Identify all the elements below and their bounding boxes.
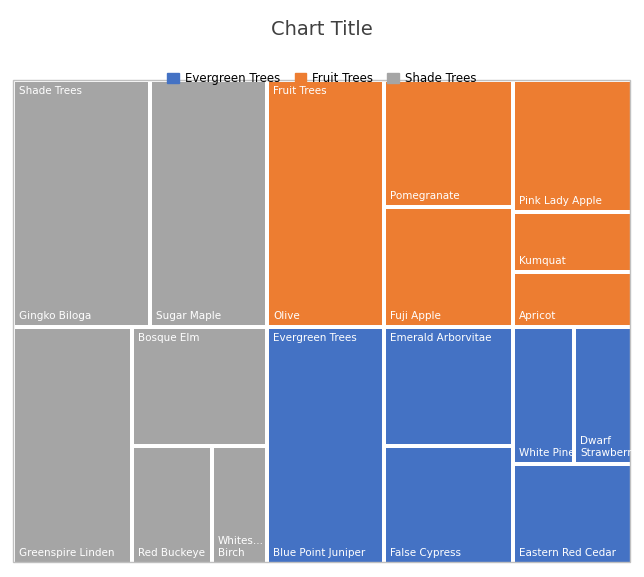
Text: Bosque Elm: Bosque Elm [138, 333, 200, 343]
Bar [386, 209, 511, 325]
Text: Kumquat: Kumquat [519, 256, 565, 266]
Bar [15, 329, 130, 562]
Bar [515, 329, 572, 462]
Bar [269, 82, 382, 325]
Bar [386, 329, 511, 444]
Bar [15, 82, 148, 325]
Text: Pink Lady Apple: Pink Lady Apple [519, 196, 602, 206]
Bar [15, 82, 148, 325]
Bar [515, 82, 630, 210]
Text: Blue Point Juniper: Blue Point Juniper [273, 548, 365, 558]
Text: Emerald Arborvitae: Emerald Arborvitae [390, 333, 491, 343]
Text: Evergreen Trees: Evergreen Trees [273, 333, 357, 343]
Text: False Cypress: False Cypress [390, 548, 461, 558]
Bar [134, 448, 210, 562]
Text: Red Buckeye: Red Buckeye [138, 548, 205, 558]
Text: Olive: Olive [273, 311, 299, 321]
Text: Sugar Maple: Sugar Maple [156, 311, 221, 321]
Bar [134, 329, 265, 444]
Bar [576, 329, 630, 462]
Text: Greenspire Linden: Greenspire Linden [19, 548, 115, 558]
Bar [152, 82, 265, 325]
Bar [214, 448, 265, 562]
Text: Fuji Apple: Fuji Apple [390, 311, 441, 321]
Bar [269, 329, 382, 562]
Text: Apricot: Apricot [519, 311, 556, 321]
Bar [515, 214, 630, 270]
Bar [13, 80, 630, 562]
Bar [515, 274, 630, 325]
Bar [386, 448, 511, 562]
Text: Eastern Red Cedar: Eastern Red Cedar [519, 548, 616, 558]
Text: White Pine: White Pine [519, 448, 574, 458]
Legend: Evergreen Trees, Fruit Trees, Shade Trees: Evergreen Trees, Fruit Trees, Shade Tree… [163, 68, 481, 90]
Text: Gingko Biloga: Gingko Biloga [19, 311, 91, 321]
Text: Shade Trees: Shade Trees [19, 86, 82, 96]
Text: Dwarf
Strawberry: Dwarf Strawberry [580, 436, 638, 458]
Text: Fruit Trees: Fruit Trees [273, 86, 327, 96]
Bar [269, 329, 382, 562]
Bar [515, 466, 630, 562]
Bar [386, 82, 511, 205]
Bar [269, 82, 382, 325]
Text: Pomegranate: Pomegranate [390, 191, 460, 201]
Text: Chart Title: Chart Title [271, 20, 373, 39]
Text: Whites...
Birch: Whites... Birch [218, 537, 264, 558]
